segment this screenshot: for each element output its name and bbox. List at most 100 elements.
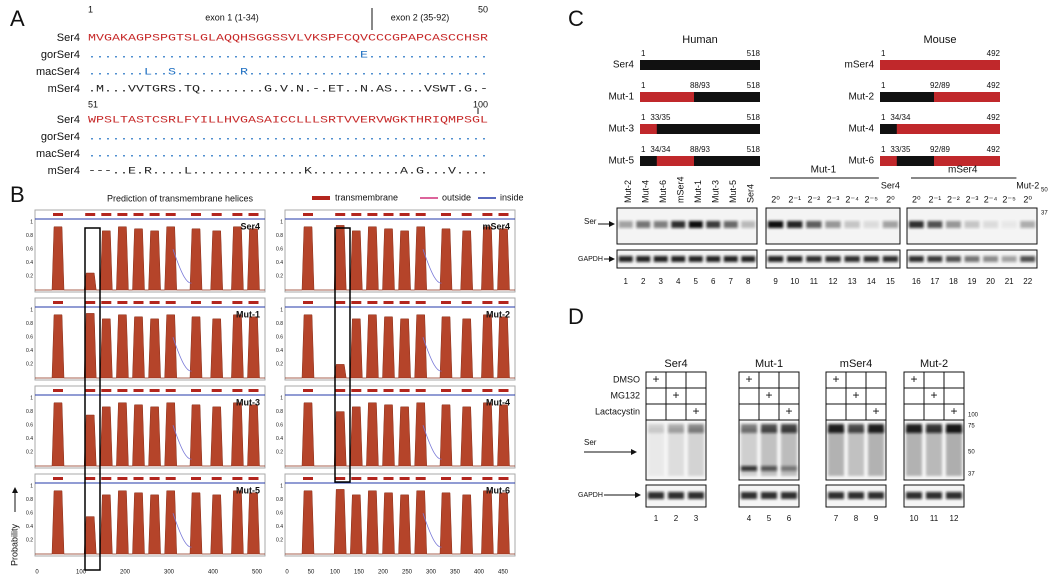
- outside-profile: [422, 337, 442, 372]
- y-tick-label: 0.4: [276, 524, 283, 530]
- lane-label: Mut-6: [658, 180, 668, 203]
- lane-number: 15: [886, 277, 895, 286]
- x-tick-label: 400: [208, 570, 219, 576]
- y-tick-label: 1: [280, 483, 283, 489]
- lane-number: 2: [641, 277, 646, 286]
- group-label: mSer4: [840, 358, 872, 370]
- tm-segment: [149, 213, 160, 216]
- y-tick-label: 0.6: [26, 511, 33, 517]
- sequence-name: gorSer4: [41, 49, 80, 61]
- construct-bar: [880, 92, 1000, 102]
- smear: [946, 428, 962, 476]
- band: [1001, 221, 1017, 228]
- construct-bar: [880, 156, 1000, 166]
- tm-segment: [461, 213, 472, 216]
- construct-name: Mut-3: [608, 124, 634, 135]
- table-cell: [923, 403, 945, 421]
- band: [671, 221, 686, 228]
- band: [882, 256, 899, 262]
- tm-segment: [53, 477, 63, 480]
- y-tick-label: 0.4: [26, 260, 33, 266]
- tm-segment: [232, 213, 243, 216]
- lane-label: 2⁻⁵: [865, 194, 879, 204]
- residue-label: 492: [987, 49, 1001, 58]
- x-tick-label: 400: [474, 570, 485, 576]
- residue-label: 1: [881, 81, 886, 90]
- table-cell: [865, 387, 887, 405]
- band: [926, 424, 942, 433]
- smear: [828, 428, 844, 476]
- legend-label: outside: [442, 192, 471, 202]
- lane-label: 2⁻⁴: [984, 194, 998, 204]
- lane-label: 2⁻¹: [928, 194, 941, 204]
- band: [806, 221, 822, 228]
- y-tick-label: 0.8: [276, 497, 283, 503]
- x-tick-label: 300: [426, 570, 437, 576]
- treatment-mark: +: [910, 372, 917, 386]
- outside-profile: [172, 425, 192, 460]
- band: [767, 256, 784, 262]
- band: [844, 221, 860, 228]
- lane-label: 2⁻⁴: [845, 194, 859, 204]
- tm-segment: [482, 213, 493, 216]
- table-cell: [685, 387, 707, 405]
- tm-segment: [165, 301, 176, 304]
- lane-number: 4: [676, 277, 681, 286]
- group-label: mSer4: [948, 165, 978, 176]
- group-label: Mut-2: [920, 358, 948, 370]
- y-tick-label: 0.4: [26, 348, 33, 354]
- band: [653, 256, 668, 262]
- plot-name: Mut-5: [236, 485, 260, 495]
- exon-label: exon 1 (1-34): [205, 12, 259, 22]
- construct-bar: [640, 124, 760, 134]
- lane-label: mSer4: [676, 176, 686, 203]
- construct-segment: [656, 156, 694, 166]
- treatment-label: Lactacystin: [595, 406, 640, 416]
- tm-segment: [415, 213, 426, 216]
- residue-label: 92/89: [930, 81, 951, 90]
- tm-segment: [191, 301, 201, 304]
- band: [741, 221, 756, 228]
- tm-segment: [211, 477, 222, 480]
- table-cell: [943, 387, 965, 405]
- band: [946, 424, 962, 433]
- panel-letter: D: [568, 304, 584, 329]
- y-tick-label: 1: [280, 219, 283, 225]
- y-tick-label: 1: [30, 307, 33, 313]
- tm-segment: [415, 477, 426, 480]
- construct-bar: [640, 60, 760, 70]
- band: [723, 256, 738, 262]
- band: [767, 221, 784, 228]
- highlight-box: [334, 227, 351, 483]
- tm-segment: [383, 389, 394, 392]
- smear: [926, 428, 942, 476]
- y-tick-label: 0.2: [276, 274, 283, 280]
- lane-label: Mut-5: [728, 180, 738, 203]
- lane-label: Mut-2: [1016, 180, 1039, 190]
- table-cell: [758, 403, 780, 421]
- marker-label: 37: [968, 472, 975, 478]
- band: [787, 221, 803, 228]
- residue-label: 34/34: [650, 145, 671, 154]
- table-cell: [738, 387, 760, 405]
- construct-name: Mut-6: [848, 156, 874, 167]
- tm-segment: [232, 301, 243, 304]
- blot-label: Ser: [584, 217, 597, 226]
- residue-number: 100: [473, 99, 488, 109]
- tm-segment: [53, 389, 63, 392]
- band: [906, 492, 922, 499]
- lane-number: 22: [1023, 277, 1032, 286]
- table-cell: [923, 371, 945, 389]
- residue-label: 1: [641, 113, 646, 122]
- residue-label: 1: [641, 81, 646, 90]
- tm-segment: [367, 301, 378, 304]
- sequence: ........................................…: [88, 150, 488, 161]
- tm-segment: [191, 389, 201, 392]
- residue-number: 51: [88, 99, 98, 109]
- blot-frame: [616, 249, 758, 269]
- residue-label: 88/93: [690, 81, 711, 90]
- band: [688, 424, 704, 433]
- band: [868, 424, 884, 433]
- y-tick-label: 0.8: [276, 233, 283, 239]
- tm-segment: [461, 301, 472, 304]
